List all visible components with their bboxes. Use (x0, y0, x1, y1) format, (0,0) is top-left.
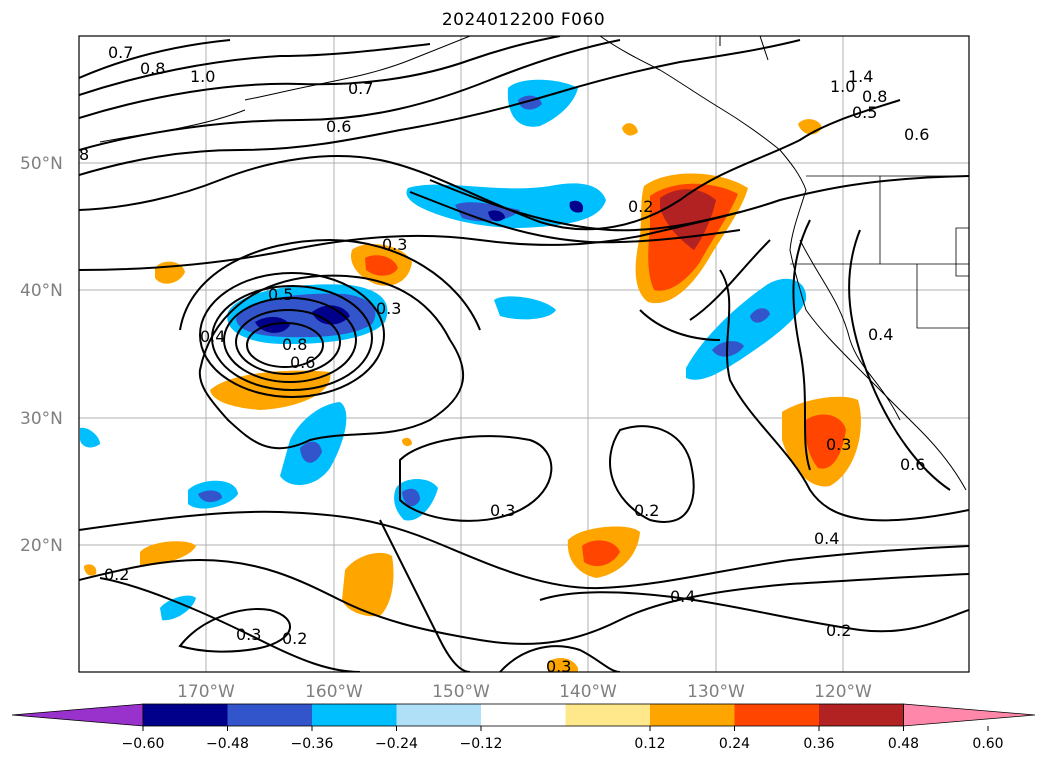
colorbar-tick-label: 0.12 (634, 736, 665, 752)
lon-label: 160°W (305, 682, 363, 702)
contour-label: 1.0 (830, 77, 855, 96)
contour-label: 1.4 (848, 67, 873, 86)
blue-anomaly-band (406, 183, 606, 228)
contour-label: 0.6 (326, 117, 351, 136)
shaded-fields (80, 79, 861, 672)
lon-label: 140°W (559, 682, 617, 702)
lat-label: 50°N (20, 154, 63, 174)
latitude-axis: 50°N 40°N 30°N 20°N (20, 154, 63, 556)
orange-anomaly (210, 370, 331, 410)
contour-label: 0.7 (348, 79, 373, 98)
colorbar-segment (312, 704, 397, 726)
contour-label-group: 0.7 0.8 1.0 0.7 0.6 8 0.3 0.3 0.4 0.5 0.… (79, 43, 929, 676)
colorbar-segment (819, 704, 904, 726)
colorbar-segment (227, 704, 313, 726)
contour-label: 0.2 (628, 197, 653, 216)
state-borders (790, 175, 969, 329)
lat-label: 40°N (20, 281, 63, 301)
colorbar-tick-label: −0.12 (460, 736, 503, 752)
contour-label: 0.4 (670, 587, 695, 606)
contour-label: 0.8 (862, 87, 887, 106)
colorbar-segment (734, 704, 820, 726)
contour-label: 0.3 (490, 501, 515, 520)
longitude-axis: 170°W 160°W 150°W 140°W 130°W 120°W (177, 682, 872, 702)
map-title: 2024012200 F060 (441, 10, 606, 30)
lon-label: 170°W (177, 682, 235, 702)
contour-label: 0.3 (236, 625, 261, 644)
contour-label: 0.8 (282, 335, 307, 354)
contour-label: 0.4 (868, 325, 893, 344)
colorbar-tick-label: −0.24 (375, 736, 418, 752)
colorbar-tick-label: 0.36 (803, 736, 834, 752)
colorbar-segment (396, 704, 482, 726)
contour-label: 0.3 (546, 657, 571, 676)
colorbar-tick-label: −0.48 (206, 736, 249, 752)
contour-label: 0.6 (290, 353, 315, 372)
contour-label: 1.0 (190, 67, 215, 86)
colorbar: −0.60 −0.48 −0.36 −0.24 −0.12 0.12 0.24 0.36 0.4… (11, 703, 1036, 752)
contour-label: 0.4 (200, 327, 225, 346)
lon-label: 130°W (687, 682, 745, 702)
colorbar-tick-label: 0.60 (972, 736, 1003, 752)
colorbar-extend-min (11, 703, 144, 727)
contour-label: 0.3 (826, 435, 851, 454)
contour-label: 0.3 (376, 299, 401, 318)
lon-label: 150°W (432, 682, 490, 702)
contour-label: 0.2 (826, 621, 851, 640)
contour-label: 0.8 (140, 59, 165, 78)
contour-label: 0.6 (904, 125, 929, 144)
contour-label: 0.5 (268, 285, 293, 304)
contour-label: 8 (79, 145, 89, 164)
colorbar-segment (565, 704, 651, 726)
lat-label: 30°N (20, 409, 63, 429)
contour-lines (79, 36, 969, 672)
colorbar-tick-label: 0.24 (719, 736, 750, 752)
map-plot-area: 0.7 0.8 1.0 0.7 0.6 8 0.3 0.3 0.4 0.5 0.… (79, 36, 969, 676)
contour-label: 0.2 (282, 629, 307, 648)
contour-label: 0.2 (104, 565, 129, 584)
colorbar-segment (143, 704, 228, 726)
colorbar-segment (650, 704, 735, 726)
colorbar-outline (142, 703, 904, 727)
contour-label: 0.4 (814, 529, 839, 548)
colorbar-tick-label: −0.60 (122, 736, 165, 752)
blue-anomaly-diagonal (686, 278, 807, 380)
colorbar-tick-label: 0.48 (888, 736, 919, 752)
colorbar-extend-max (903, 703, 1036, 727)
contour-label: 0.6 (900, 455, 925, 474)
contour-label: 0.2 (634, 501, 659, 520)
map-frame (78, 35, 970, 673)
colorbar-tick-label: −0.36 (291, 736, 334, 752)
colorbar-segment (481, 704, 566, 726)
lat-label: 20°N (20, 536, 63, 556)
lon-label: 120°W (814, 682, 872, 702)
contour-label: 0.7 (108, 43, 133, 62)
contour-label: 0.5 (852, 103, 877, 122)
contour-label: 0.3 (382, 235, 407, 254)
